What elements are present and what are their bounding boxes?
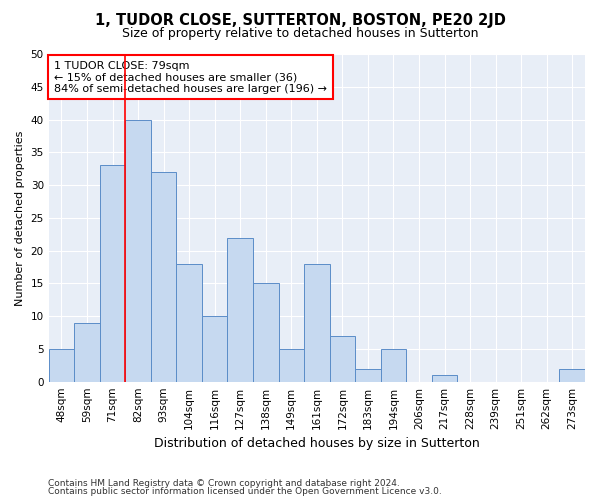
Bar [355,368,380,382]
Bar [329,336,355,382]
Text: 1 TUDOR CLOSE: 79sqm
← 15% of detached houses are smaller (36)
84% of semi-detac: 1 TUDOR CLOSE: 79sqm ← 15% of detached h… [54,60,327,94]
Text: Contains HM Land Registry data © Crown copyright and database right 2024.: Contains HM Land Registry data © Crown c… [48,478,400,488]
Bar [304,264,329,382]
Bar [202,316,227,382]
Bar [227,238,253,382]
Text: Size of property relative to detached houses in Sutterton: Size of property relative to detached ho… [122,28,478,40]
Bar [278,349,304,382]
Text: 1, TUDOR CLOSE, SUTTERTON, BOSTON, PE20 2JD: 1, TUDOR CLOSE, SUTTERTON, BOSTON, PE20 … [95,12,505,28]
Bar [74,322,100,382]
Bar [151,172,176,382]
Bar [253,284,278,382]
Bar [559,368,585,382]
Bar [125,120,151,382]
Bar [380,349,406,382]
Bar [49,349,74,382]
Y-axis label: Number of detached properties: Number of detached properties [15,130,25,306]
Text: Contains public sector information licensed under the Open Government Licence v3: Contains public sector information licen… [48,487,442,496]
X-axis label: Distribution of detached houses by size in Sutterton: Distribution of detached houses by size … [154,437,480,450]
Bar [100,166,125,382]
Bar [176,264,202,382]
Bar [432,375,457,382]
